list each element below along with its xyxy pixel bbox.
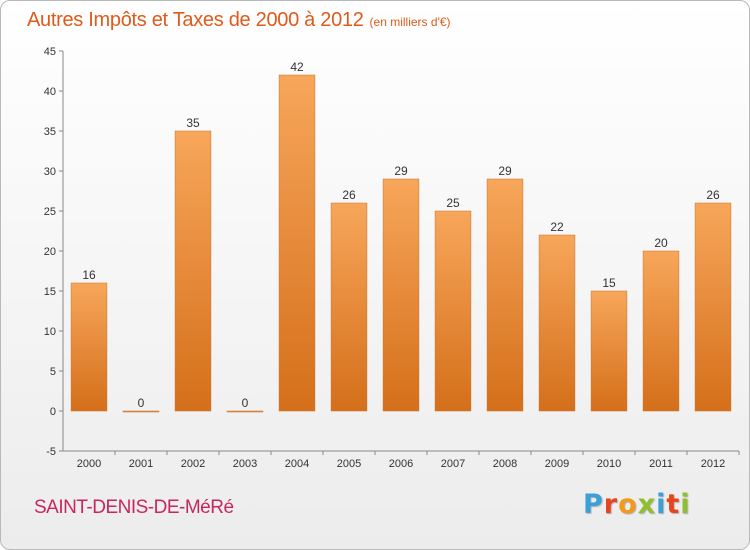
y-tick-label: 25	[44, 206, 56, 218]
bar	[434, 210, 472, 412]
data-label: 42	[290, 60, 304, 74]
y-tick-label: 45	[44, 46, 56, 58]
logo-letter: i	[656, 489, 667, 520]
logo-letter: r	[603, 489, 619, 520]
data-label: 16	[82, 268, 96, 282]
data-label: 25	[446, 196, 460, 210]
chart-title: Autres Impôts et Taxes de 2000 à 2012 (en…	[27, 9, 451, 32]
x-tick-label: 2010	[597, 458, 621, 470]
data-label: 20	[654, 236, 668, 250]
proxiti-logo: Proxiti	[583, 489, 691, 520]
x-tick-label: 2003	[233, 458, 257, 470]
data-label: 29	[498, 164, 512, 178]
y-tick-label: 0	[50, 406, 56, 418]
x-tick-label: 2007	[441, 458, 465, 470]
label-layer: 16 0 35 0 42 26 29 25 29 22 15 20 26	[82, 60, 720, 410]
bar	[642, 250, 680, 412]
y-tick-label: 40	[44, 86, 56, 98]
data-label: 26	[706, 188, 720, 202]
data-label: 15	[602, 276, 616, 290]
x-tick-label: 2000	[77, 458, 101, 470]
x-tick-label: 2004	[285, 458, 309, 470]
bar	[122, 410, 160, 413]
data-label: 26	[342, 188, 356, 202]
y-tick-label: 10	[44, 326, 56, 338]
bar	[590, 290, 628, 412]
bar	[694, 202, 732, 412]
x-tick-label: 2001	[129, 458, 153, 470]
chart-title-unit: (en milliers d'€)	[369, 15, 451, 29]
data-label: 35	[186, 116, 200, 130]
bar	[330, 202, 368, 412]
x-tick-label: 2008	[493, 458, 517, 470]
logo-letter: t	[666, 489, 681, 520]
commune-name: SAINT-DENIS-DE-MéRé	[34, 497, 234, 518]
y-tick-label: 30	[44, 166, 56, 178]
logo-letter: P	[583, 489, 604, 520]
bar	[382, 178, 420, 412]
data-label: 29	[394, 164, 408, 178]
bar	[486, 178, 524, 412]
y-tick-label: 15	[44, 286, 56, 298]
y-tick-label: 20	[44, 246, 56, 258]
logo-letter: i	[680, 489, 691, 520]
x-tick-label: 2011	[649, 458, 673, 470]
x-tick-label: 2012	[701, 458, 725, 470]
chart-title-main: Autres Impôts et Taxes de 2000 à 2012	[27, 9, 364, 31]
x-tick-label: 2009	[545, 458, 569, 470]
data-label: 22	[550, 220, 564, 234]
y-tick-label: 5	[50, 366, 56, 378]
data-label: 0	[242, 396, 249, 410]
bar	[70, 282, 108, 412]
x-tick-label: 2006	[389, 458, 413, 470]
logo-letter: o	[618, 489, 638, 520]
bar	[174, 130, 212, 412]
x-tick-label: 2005	[337, 458, 361, 470]
y-tick-label: -5	[46, 446, 56, 458]
bar	[278, 74, 316, 412]
data-label: 0	[138, 396, 145, 410]
bar-layer	[70, 74, 732, 413]
bar	[226, 410, 264, 413]
y-tick-label: 35	[44, 126, 56, 138]
bar	[538, 234, 576, 412]
x-tick-label: 2002	[181, 458, 205, 470]
logo-letter: x	[637, 489, 657, 520]
